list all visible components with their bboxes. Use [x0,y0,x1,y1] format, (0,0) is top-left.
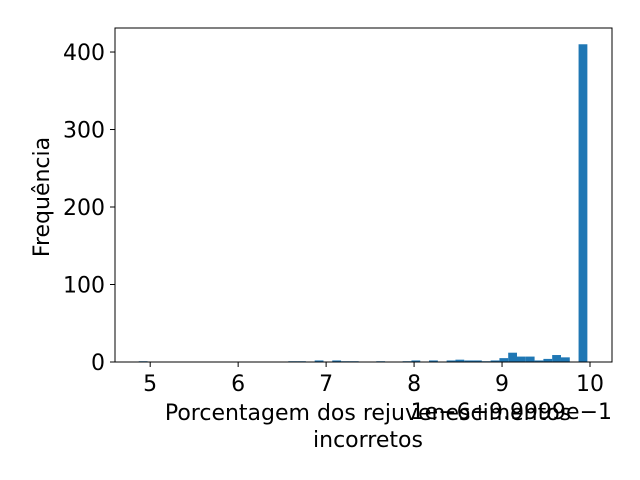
x-tick-label: 6 [231,372,245,397]
x-axis-ticks: 5 6 7 8 9 10 [143,362,604,397]
histogram-bar [455,359,465,362]
histogram-bar [525,356,535,362]
y-tick-label: 0 [91,351,105,376]
axes-frame [114,27,613,363]
histogram-bar [464,360,474,362]
histogram-bar [552,355,561,362]
x-tick-label: 8 [407,372,421,397]
histogram-bar [578,44,588,363]
y-tick-label: 300 [63,119,105,144]
x-axis-offset-text: 1e−6+9.9999e−1 [411,400,612,425]
histogram-bar [534,360,544,362]
y-tick-label: 200 [63,196,105,221]
x-tick-label: 10 [576,372,604,397]
histogram-bar [490,360,500,362]
histogram-bar [429,360,438,362]
histogram-bar [411,360,421,362]
y-axis-ticks: 0 100 200 300 400 [63,41,115,376]
histogram-bar [508,352,517,362]
y-tick-label: 100 [63,274,105,299]
histogram-bar [560,357,570,362]
histogram-bar [543,358,553,362]
x-tick-label: 7 [319,372,333,397]
histogram-bar [517,356,526,362]
y-axis-label: Frequência [30,137,55,257]
histogram-bar [446,360,456,362]
histogram-bar [473,360,482,362]
x-axis-label-line-1: Porcentagem dos rejuvenescimentos [165,401,571,426]
y-tick-label: 400 [63,41,105,66]
x-axis-label-line-2: incorretos [313,428,423,453]
histogram-bar [332,360,342,362]
histogram-bar [499,358,509,362]
histogram-bar [314,360,324,362]
x-tick-label: 5 [143,372,157,397]
x-tick-label: 9 [495,372,509,397]
